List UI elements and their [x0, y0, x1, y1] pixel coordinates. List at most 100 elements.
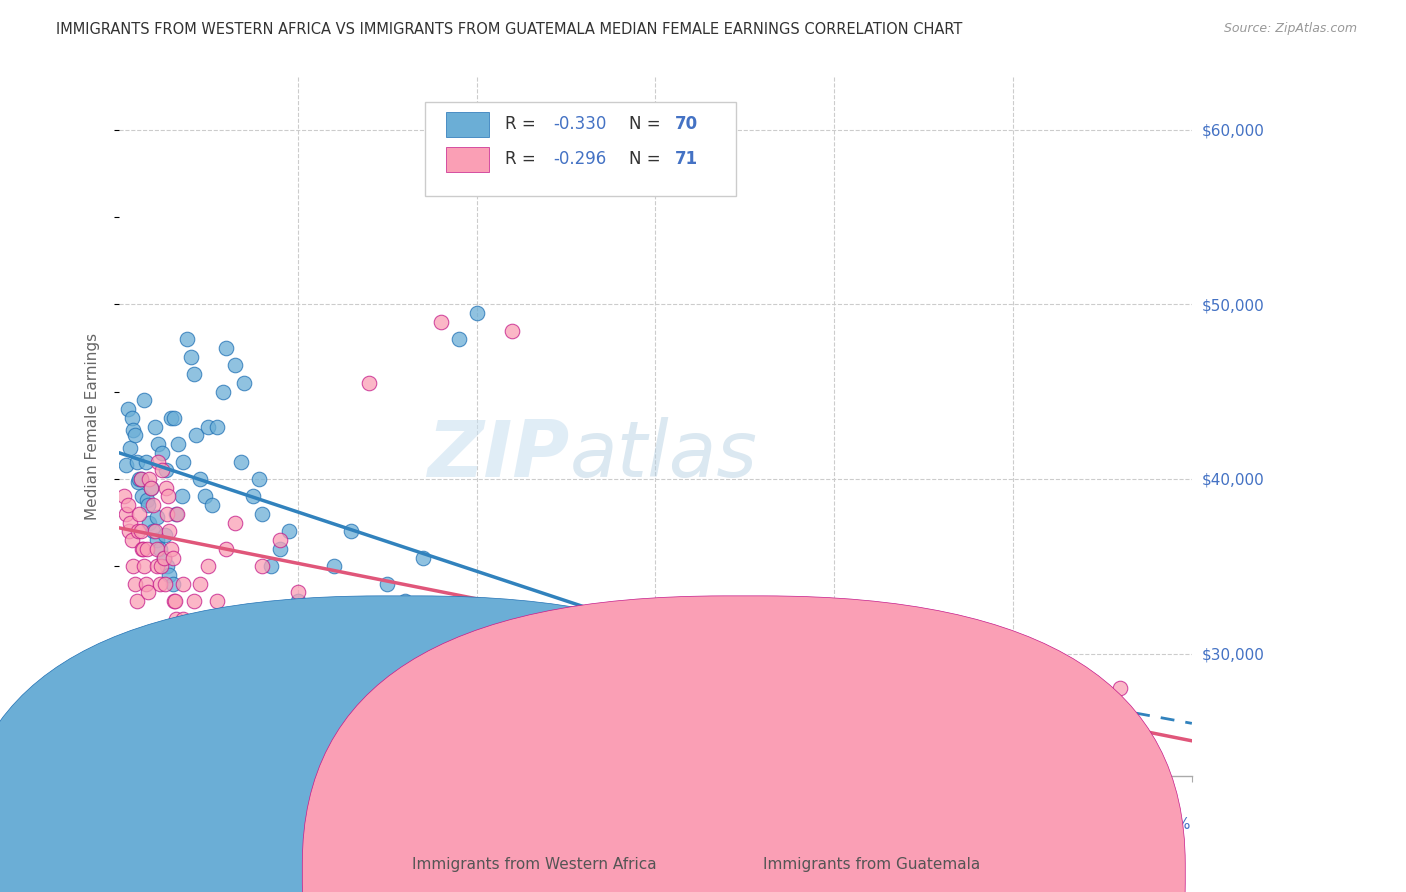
Point	[1109, 681, 1132, 696]
Point	[150, 463, 173, 477]
Point	[194, 490, 217, 504]
Point	[131, 472, 153, 486]
Point	[287, 594, 309, 608]
Point	[153, 528, 176, 542]
Point	[555, 725, 578, 739]
Point	[322, 559, 344, 574]
Point	[394, 594, 416, 608]
Point	[295, 620, 318, 634]
Text: 70: 70	[675, 115, 697, 133]
Point	[152, 550, 174, 565]
Point	[156, 559, 179, 574]
Point	[167, 437, 190, 451]
Point	[167, 664, 190, 678]
Point	[537, 716, 560, 731]
Point	[146, 510, 169, 524]
Point	[180, 350, 202, 364]
Point	[132, 393, 155, 408]
Point	[132, 559, 155, 574]
Point	[155, 463, 177, 477]
Point	[117, 498, 139, 512]
Point	[162, 550, 184, 565]
Point	[188, 472, 211, 486]
Point	[305, 603, 328, 617]
Point	[124, 428, 146, 442]
Point	[127, 475, 149, 490]
Point	[142, 498, 165, 512]
Point	[118, 441, 141, 455]
Point	[162, 576, 184, 591]
Point	[176, 332, 198, 346]
Point	[145, 533, 167, 547]
Point	[145, 541, 167, 556]
Point	[430, 315, 453, 329]
FancyBboxPatch shape	[446, 147, 489, 171]
Point	[149, 576, 172, 591]
Text: 0.0%: 0.0%	[120, 817, 157, 832]
Point	[131, 490, 153, 504]
Point	[129, 472, 152, 486]
Point	[233, 716, 256, 731]
Text: ZIP: ZIP	[427, 417, 569, 492]
Point	[207, 419, 229, 434]
Point	[277, 524, 299, 539]
Text: 71: 71	[675, 150, 697, 168]
Point	[128, 472, 150, 486]
Text: N =: N =	[628, 115, 665, 133]
Point	[136, 498, 159, 512]
Point	[359, 376, 381, 390]
Point	[183, 594, 205, 608]
Text: R =: R =	[505, 150, 541, 168]
Point	[143, 524, 166, 539]
Point	[157, 568, 180, 582]
Point	[215, 341, 238, 355]
Point	[359, 612, 381, 626]
Point	[156, 507, 179, 521]
Point	[242, 698, 264, 713]
Point	[197, 419, 219, 434]
Point	[233, 376, 256, 390]
Point	[269, 541, 291, 556]
Point	[117, 402, 139, 417]
Point	[165, 612, 187, 626]
Point	[163, 410, 186, 425]
Point	[170, 490, 193, 504]
Point	[250, 507, 273, 521]
Point	[148, 437, 170, 451]
Point	[115, 507, 138, 521]
Point	[170, 629, 193, 643]
Point	[152, 550, 174, 565]
Point	[148, 454, 170, 468]
Point	[166, 507, 188, 521]
Point	[269, 533, 291, 547]
Point	[201, 498, 224, 512]
Point	[160, 410, 183, 425]
Point	[118, 524, 141, 539]
Point	[127, 524, 149, 539]
Point	[184, 428, 207, 442]
Point	[135, 541, 157, 556]
Point	[141, 481, 163, 495]
Point	[153, 576, 176, 591]
Point	[115, 458, 138, 472]
Text: 60.0%: 60.0%	[1143, 817, 1192, 832]
Point	[609, 698, 631, 713]
Point	[121, 410, 143, 425]
Point	[273, 603, 295, 617]
Point	[157, 524, 180, 539]
Text: -0.330: -0.330	[554, 115, 607, 133]
Text: atlas: atlas	[569, 417, 758, 492]
Point	[165, 507, 187, 521]
Point	[224, 359, 246, 373]
Point	[174, 655, 197, 669]
Point	[121, 533, 143, 547]
Point	[287, 585, 309, 599]
Point	[135, 454, 157, 468]
Point	[150, 559, 173, 574]
Point	[165, 594, 187, 608]
Point	[172, 454, 194, 468]
Text: IMMIGRANTS FROM WESTERN AFRICA VS IMMIGRANTS FROM GUATEMALA MEDIAN FEMALE EARNIN: IMMIGRANTS FROM WESTERN AFRICA VS IMMIGR…	[56, 22, 963, 37]
Point	[160, 541, 183, 556]
Point	[146, 559, 169, 574]
FancyBboxPatch shape	[446, 112, 489, 136]
